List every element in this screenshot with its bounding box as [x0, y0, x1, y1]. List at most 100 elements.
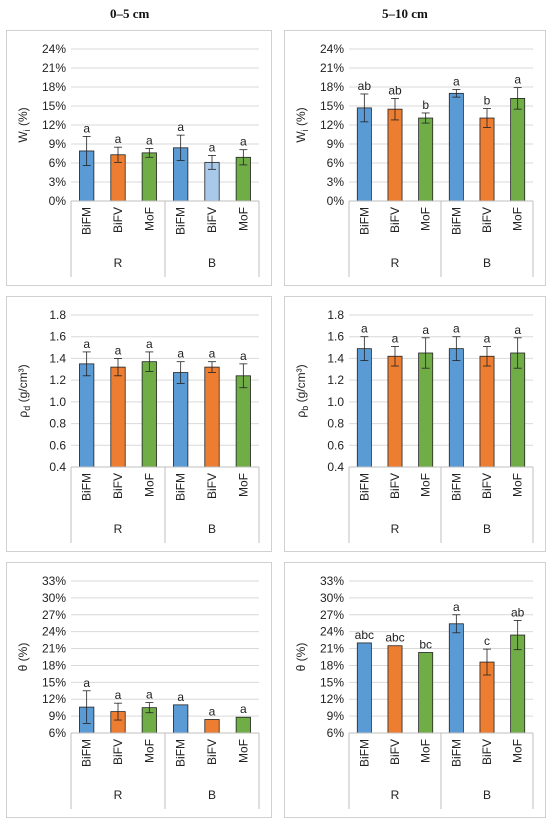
x-tick-label: MoF	[236, 207, 250, 231]
significance-letter: a	[83, 121, 90, 135]
y-tick-label: 6%	[327, 726, 345, 740]
x-tick-label: BiFM	[174, 473, 188, 501]
significance-letter: a	[177, 690, 184, 704]
y-tick-label: 18%	[320, 80, 344, 94]
x-tick-label: MoF	[419, 473, 433, 497]
bar	[448, 92, 464, 202]
significance-letter: a	[177, 347, 184, 361]
group-label: R	[391, 256, 400, 270]
x-tick-label: BiFV	[205, 473, 219, 499]
x-tick-label: BiFV	[480, 207, 494, 233]
significance-letter: a	[115, 132, 122, 146]
y-tick-label: 33%	[320, 574, 344, 588]
x-tick-label: BiFM	[449, 207, 463, 235]
y-tick-label: 1.0	[49, 395, 66, 409]
y-tick-label: 1.4	[327, 351, 344, 365]
bar	[418, 117, 434, 202]
y-tick-label: 12%	[320, 118, 344, 132]
bar	[235, 375, 251, 468]
significance-letter: a	[392, 331, 399, 345]
y-tick-label: 12%	[42, 118, 66, 132]
x-tick-label: MoF	[419, 739, 433, 763]
y-tick-label: 9%	[49, 709, 67, 723]
group-label: B	[483, 256, 491, 270]
bar	[387, 645, 403, 734]
x-tick-label: MoF	[142, 473, 156, 497]
y-tick-label: 0.6	[49, 438, 66, 452]
significance-letter: bc	[419, 637, 432, 651]
y-tick-label: 18%	[42, 658, 66, 672]
bar	[510, 352, 526, 468]
x-tick-label: MoF	[511, 207, 525, 231]
x-tick-label: BiFM	[449, 739, 463, 767]
x-tick-label: MoF	[511, 473, 525, 497]
bar	[418, 652, 434, 734]
y-tick-label: 0.4	[327, 460, 344, 474]
x-tick-label: BiFM	[174, 207, 188, 235]
chart-rho-d-0-5cm: 0.4 0.6 0.8 1.0 1.2 1.4 1.6 1.8 ρd (g/cm³) a BiFM a…	[16, 308, 260, 543]
y-axis-label: Wi (%)	[16, 107, 32, 142]
y-tick-label: 1.8	[327, 308, 344, 322]
group-label: R	[114, 256, 123, 270]
significance-letter: b	[422, 98, 429, 112]
y-tick-label: 0.4	[49, 460, 66, 474]
bar	[448, 348, 464, 468]
chart-theta-0-5cm: 6% 9% 12% 15% 18% 21% 24% 27% 30% 33% θ (%) a BiFM a B…	[16, 574, 260, 809]
group-label: R	[114, 522, 123, 536]
y-tick-label: 6%	[327, 156, 345, 170]
significance-letter: c	[484, 634, 490, 648]
bar	[356, 642, 372, 734]
significance-letter: a	[209, 140, 216, 154]
group-label: B	[208, 256, 216, 270]
x-tick-label: BiFV	[480, 739, 494, 765]
y-tick-label: 15%	[42, 675, 66, 689]
chart-wi-5-10cm: 0%3%6%9%12%15%18%21%24%Wi (%)abBiFMabBiF…	[294, 42, 534, 277]
y-tick-label: 24%	[42, 625, 66, 639]
bar	[479, 355, 495, 468]
significance-letter: a	[453, 600, 460, 614]
y-tick-label: 1.6	[327, 330, 344, 344]
chart-wi-0-5cm: 0% 3% 6% 9% 12% 15% 18% 21% 24% Wi (%) a BiFM a BiFV a…	[16, 42, 260, 277]
bar	[387, 108, 403, 202]
chart-panel-wi-5-10cm: 0% 3% 6% 9% 12% 15% 18% 21% 24% Wi (%) ab BiFM ab BiF…	[284, 30, 546, 286]
x-tick-label: MoF	[142, 207, 156, 231]
significance-letter: a	[146, 337, 153, 351]
bar	[110, 366, 126, 468]
x-tick-label: MoF	[236, 739, 250, 763]
significance-letter: a	[240, 702, 247, 716]
y-tick-label: 30%	[42, 591, 66, 605]
y-tick-label: 18%	[42, 80, 66, 94]
bar	[79, 363, 95, 468]
significance-letter: a	[240, 349, 247, 363]
y-tick-label: 15%	[320, 99, 344, 113]
x-tick-label: BiFV	[388, 207, 402, 233]
group-label: R	[114, 788, 123, 802]
x-tick-label: BiFV	[111, 207, 125, 233]
significance-letter: a	[209, 347, 216, 361]
bar	[479, 117, 495, 202]
bar	[141, 361, 157, 468]
y-tick-label: 21%	[320, 61, 344, 75]
significance-letter: ab	[511, 605, 525, 619]
significance-letter: a	[83, 337, 90, 351]
x-tick-label: MoF	[511, 739, 525, 763]
y-axis-label: ρb (g/cm³)	[294, 364, 310, 417]
significance-letter: a	[177, 120, 184, 134]
y-tick-label: 0.8	[49, 417, 66, 431]
y-tick-label: 12%	[320, 692, 344, 706]
y-tick-label: 27%	[320, 608, 344, 622]
y-tick-label: 9%	[327, 709, 345, 723]
significance-letter: a	[361, 322, 368, 336]
y-tick-label: 33%	[42, 574, 66, 588]
bar	[510, 98, 526, 202]
x-tick-label: BiFV	[111, 739, 125, 765]
y-tick-label: 24%	[320, 625, 344, 639]
y-tick-label: 1.6	[49, 330, 66, 344]
y-tick-label: 3%	[49, 175, 67, 189]
significance-letter: abc	[385, 631, 404, 645]
y-tick-label: 27%	[42, 608, 66, 622]
y-tick-label: 24%	[320, 42, 344, 56]
chart-panel-theta-0-5cm: 6% 9% 12% 15% 18% 21% 24% 27% 30% 33% θ (%) a BiFM a B…	[6, 562, 272, 818]
y-tick-label: 21%	[42, 61, 66, 75]
y-tick-label: 24%	[42, 42, 66, 56]
